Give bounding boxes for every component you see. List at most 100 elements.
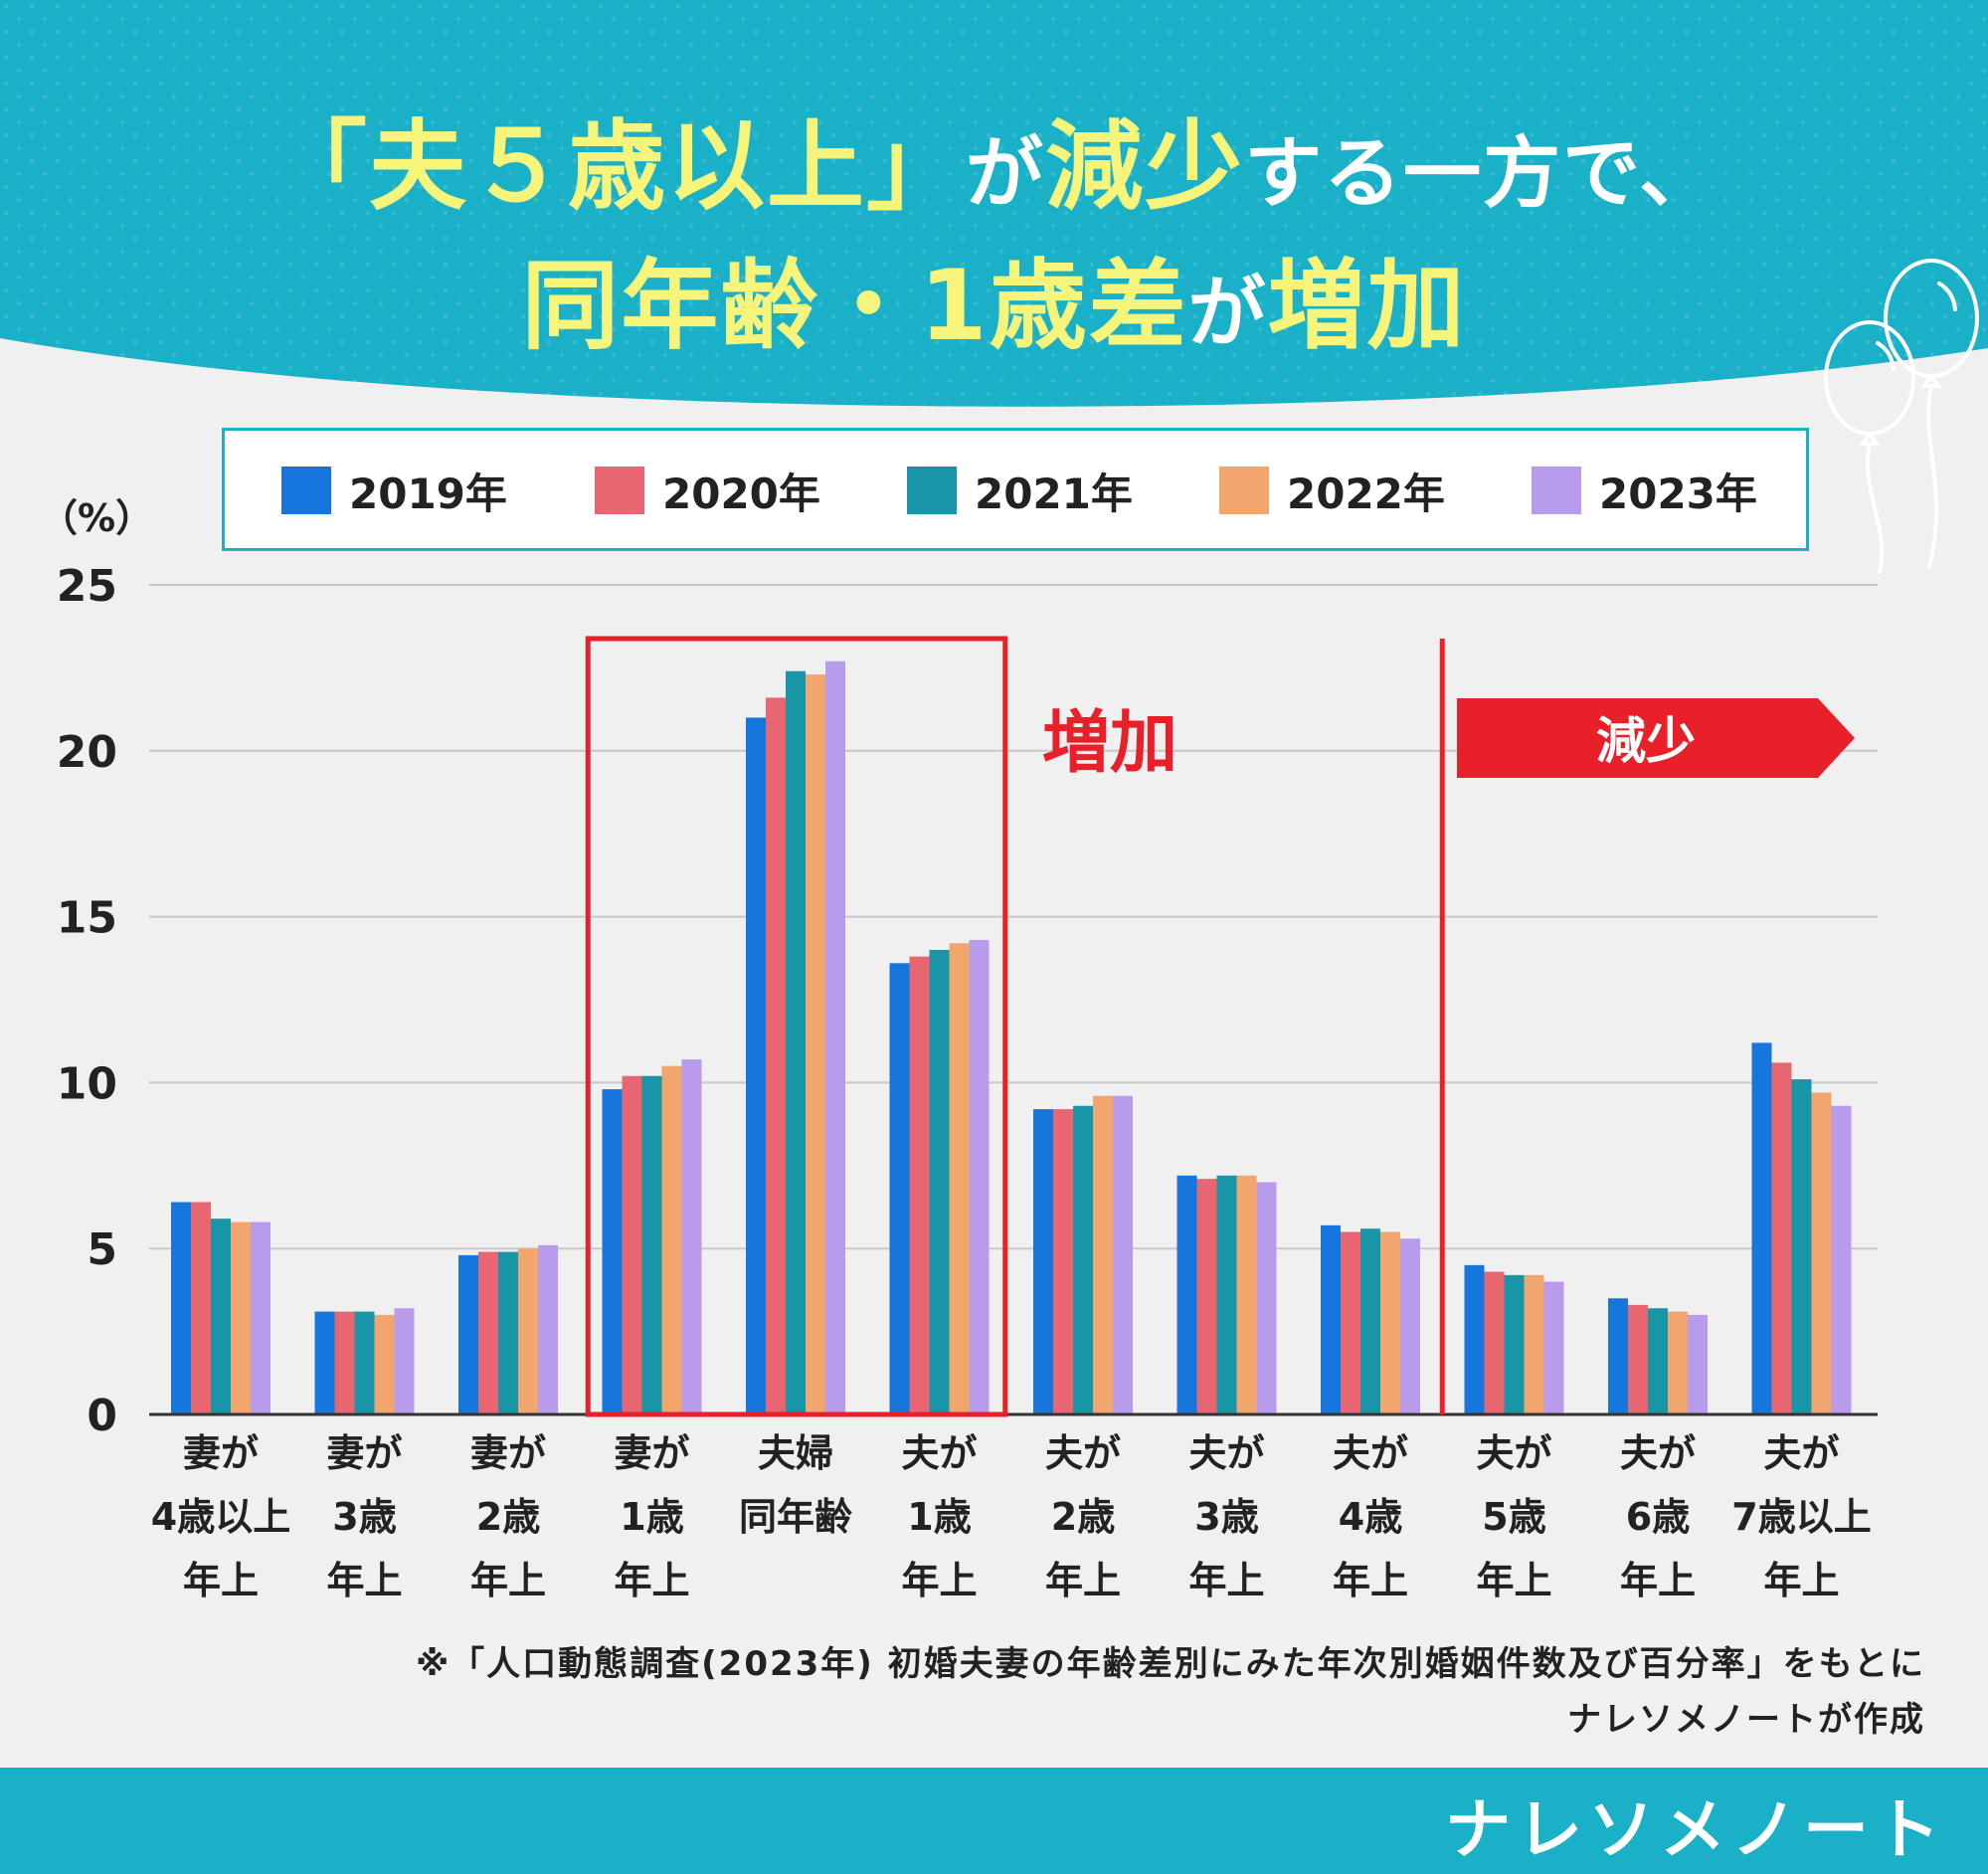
bar-7-2022年 — [1093, 1095, 1113, 1414]
x-category-label: 年上 — [1333, 1559, 1408, 1602]
x-category-label: 年上 — [1476, 1559, 1551, 1602]
bar-1-2019年 — [171, 1202, 191, 1414]
bar-10-2020年 — [1484, 1271, 1505, 1414]
x-category-label: 夫が — [1333, 1431, 1408, 1475]
bar-2-2023年 — [394, 1308, 415, 1414]
x-category-label: 2歳 — [1051, 1495, 1115, 1539]
x-category-label: 4歳 — [1339, 1495, 1402, 1539]
y-tick-label: 5 — [87, 1224, 117, 1275]
bar-12-2020年 — [1771, 1062, 1792, 1414]
legend-swatch — [1532, 467, 1581, 514]
bar-11-2022年 — [1668, 1311, 1688, 1414]
bar-1-2021年 — [211, 1218, 231, 1414]
x-category-label: 夫が — [1476, 1431, 1551, 1475]
legend-swatch — [1219, 467, 1269, 514]
legend-item-2020年: 2020年 — [595, 467, 820, 518]
bar-12-2023年 — [1831, 1105, 1852, 1414]
footer-bar — [0, 1768, 1988, 1874]
x-category-label: 7歳以上 — [1731, 1495, 1871, 1539]
header-background — [0, 0, 1988, 407]
title-part-bracket: 「夫５歳以上」 — [270, 110, 967, 224]
x-category-label: 年上 — [1620, 1559, 1696, 1602]
x-category-label: 妻が — [326, 1431, 402, 1475]
bar-7-2020年 — [1053, 1109, 1073, 1414]
bar-4-2021年 — [641, 1075, 662, 1414]
bar-10-2021年 — [1504, 1274, 1525, 1414]
bar-9-2021年 — [1360, 1228, 1380, 1414]
bar-12-2019年 — [1751, 1042, 1772, 1414]
x-category-label: 夫が — [1188, 1431, 1264, 1475]
legend-item-2022年: 2022年 — [1219, 467, 1445, 518]
bar-10-2023年 — [1543, 1281, 1564, 1414]
brand-logo: ナレソメノート — [1445, 1791, 1946, 1868]
x-category-label: 年上 — [326, 1559, 402, 1602]
legend-swatch — [907, 467, 957, 514]
bar-4-2020年 — [622, 1075, 642, 1414]
legend-item-2023年: 2023年 — [1532, 467, 1757, 518]
bar-4-2019年 — [602, 1089, 623, 1414]
legend-label: 2019年 — [349, 468, 507, 518]
bar-8-2020年 — [1196, 1179, 1217, 1414]
bar-1-2022年 — [231, 1221, 251, 1414]
source-note: ※「人口動態調査(2023年) 初婚夫妻の年齢差別にみた年次別婚姻件数及び百分率… — [416, 1636, 1925, 1748]
bar-7-2023年 — [1113, 1095, 1133, 1414]
source-note-line-2: ナレソメノートが作成 — [1567, 1700, 1925, 1740]
bar-5-2023年 — [825, 660, 845, 1414]
bar-5-2022年 — [806, 674, 825, 1414]
bar-2-2019年 — [314, 1311, 335, 1414]
x-category-label: 夫婦 — [758, 1431, 833, 1475]
y-axis-label: （%） — [40, 496, 153, 540]
x-category-label: 夫が — [1620, 1431, 1696, 1475]
bar-6-2020年 — [909, 956, 930, 1414]
legend-swatch — [281, 467, 331, 514]
x-category-label: 1歳 — [907, 1495, 971, 1539]
x-category-label: 年上 — [1045, 1559, 1121, 1602]
legend-label: 2023年 — [1599, 468, 1757, 518]
legend-item-2019年: 2019年 — [281, 467, 507, 518]
bar-12-2021年 — [1791, 1079, 1812, 1414]
bar-7-2019年 — [1033, 1109, 1053, 1414]
bar-9-2022年 — [1380, 1231, 1400, 1414]
x-category-label: 妻が — [470, 1431, 546, 1475]
bar-6-2022年 — [949, 943, 970, 1414]
y-tick-label: 15 — [57, 893, 117, 944]
bar-1-2020年 — [191, 1202, 211, 1414]
bar-3-2020年 — [478, 1251, 498, 1414]
bar-2-2020年 — [334, 1311, 355, 1414]
bar-11-2021年 — [1648, 1308, 1668, 1414]
bar-8-2019年 — [1176, 1175, 1197, 1414]
bar-4-2022年 — [661, 1065, 682, 1414]
bar-9-2023年 — [1400, 1238, 1420, 1414]
x-category-label: 年上 — [470, 1559, 546, 1602]
x-category-label: 夫が — [901, 1431, 977, 1475]
decrease-label: 減少 — [1596, 712, 1696, 770]
x-category-label: 6歳 — [1626, 1495, 1690, 1539]
x-category-label: 夫が — [1763, 1431, 1839, 1475]
x-category-label: 妻が — [183, 1431, 259, 1475]
legend-swatch — [595, 467, 644, 514]
x-category-label: 5歳 — [1482, 1495, 1545, 1539]
bar-7-2021年 — [1073, 1105, 1093, 1414]
x-category-label: 年上 — [1188, 1559, 1264, 1602]
x-category-label: 年上 — [1763, 1559, 1839, 1602]
title-part-ga-2: が — [1187, 269, 1268, 358]
x-category-label: 1歳 — [620, 1495, 683, 1539]
bar-5-2020年 — [766, 697, 786, 1414]
bar-8-2023年 — [1256, 1182, 1277, 1414]
bar-3-2019年 — [458, 1254, 478, 1414]
bar-1-2023年 — [251, 1221, 271, 1414]
bar-2-2021年 — [354, 1311, 375, 1414]
x-category-label: 夫が — [1045, 1431, 1121, 1475]
bar-9-2020年 — [1341, 1231, 1360, 1414]
bar-11-2020年 — [1628, 1304, 1648, 1414]
bar-8-2022年 — [1236, 1175, 1257, 1414]
x-category-label: 妻が — [614, 1431, 689, 1475]
x-category-label: 年上 — [901, 1559, 977, 1602]
decrease-arrow — [1457, 698, 1855, 778]
title-line-1: 「夫５歳以上」が減少する一方で、 — [0, 88, 1988, 229]
bar-3-2022年 — [518, 1248, 538, 1414]
bar-6-2021年 — [929, 949, 950, 1414]
x-category-label: 4歳以上 — [151, 1495, 290, 1539]
